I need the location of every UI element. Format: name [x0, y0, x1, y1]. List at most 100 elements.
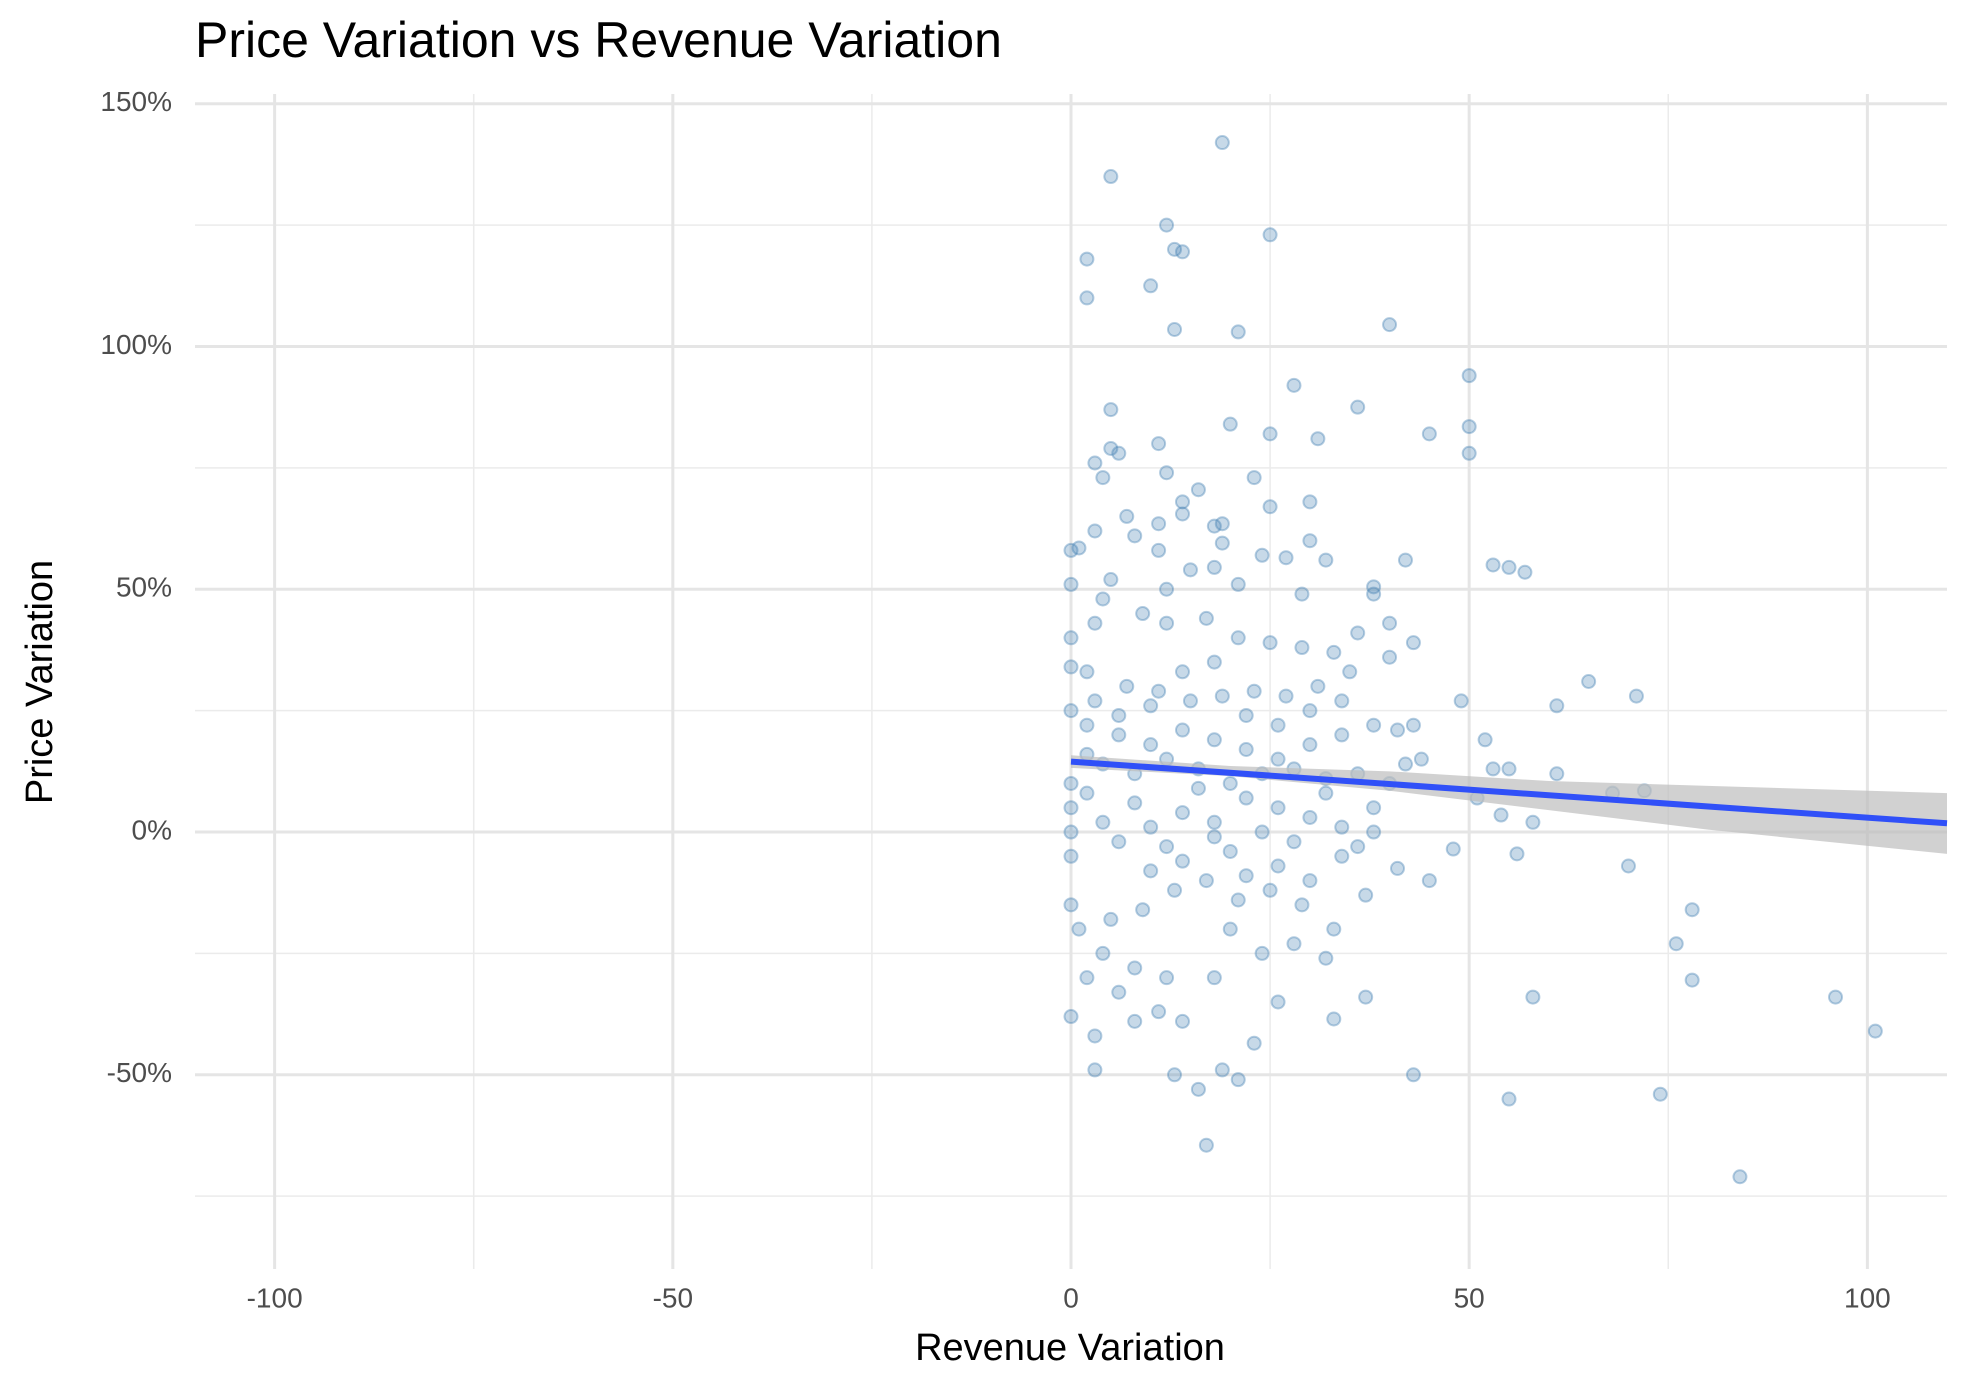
point: [1182, 693, 1198, 709]
point: [1222, 416, 1238, 432]
point: [1103, 169, 1119, 185]
point: [1334, 848, 1350, 864]
point: [1206, 970, 1222, 986]
point: [1087, 1028, 1103, 1044]
point: [1238, 790, 1254, 806]
point: [1549, 698, 1565, 714]
point: [1111, 707, 1127, 723]
point: [1421, 873, 1437, 889]
point: [1063, 897, 1079, 913]
point: [1302, 809, 1318, 825]
point: [1174, 805, 1190, 821]
point: [1445, 841, 1461, 857]
point: [1143, 737, 1159, 753]
point: [1063, 659, 1079, 675]
point: [1501, 761, 1517, 777]
point: [1620, 858, 1636, 874]
point: [1517, 564, 1533, 580]
y-tick-label: -50%: [107, 1057, 172, 1088]
point: [1063, 542, 1079, 558]
point: [1174, 853, 1190, 869]
point: [1461, 419, 1477, 435]
point: [1079, 290, 1095, 306]
y-tick-label: 50%: [116, 572, 172, 603]
point: [1063, 576, 1079, 592]
point: [1254, 824, 1270, 840]
point: [1182, 562, 1198, 578]
point: [1174, 664, 1190, 680]
point: [1079, 664, 1095, 680]
point: [1151, 542, 1167, 558]
point: [1366, 579, 1382, 595]
point: [1206, 518, 1222, 534]
y-tick-label: 0%: [132, 814, 172, 845]
point: [1732, 1169, 1748, 1185]
point: [1262, 635, 1278, 651]
point: [1628, 688, 1644, 704]
point: [1549, 766, 1565, 782]
point: [1493, 807, 1509, 823]
point: [1366, 717, 1382, 733]
point: [1405, 635, 1421, 651]
point: [1159, 970, 1175, 986]
point: [1405, 717, 1421, 733]
point: [1230, 630, 1246, 646]
point: [1071, 540, 1087, 556]
chart-title: Price Variation vs Revenue Variation: [195, 12, 1002, 68]
point: [1581, 674, 1597, 689]
point: [1294, 640, 1310, 656]
point: [1525, 814, 1541, 830]
point: [1230, 1072, 1246, 1088]
point: [1286, 834, 1302, 850]
point: [1206, 814, 1222, 830]
point: [1103, 402, 1119, 418]
point: [1127, 960, 1143, 976]
point: [1254, 945, 1270, 961]
point: [1318, 552, 1334, 568]
point: [1501, 559, 1517, 575]
point: [1477, 732, 1493, 748]
point: [1127, 528, 1143, 544]
point: [1214, 1062, 1230, 1078]
point: [1119, 508, 1135, 524]
point: [1334, 693, 1350, 709]
point: [1684, 972, 1700, 988]
point: [1318, 785, 1334, 801]
point: [1286, 936, 1302, 952]
point: [1238, 741, 1254, 757]
point: [1063, 824, 1079, 840]
point: [1063, 1009, 1079, 1025]
point: [1135, 606, 1151, 622]
point: [1358, 887, 1374, 903]
point: [1350, 839, 1366, 855]
point: [1143, 863, 1159, 879]
point: [1326, 1011, 1342, 1027]
point: [1405, 1067, 1421, 1083]
point: [1421, 426, 1437, 442]
point: [1294, 897, 1310, 913]
x-tick-label: 50: [1454, 1282, 1485, 1313]
point: [1238, 868, 1254, 884]
point: [1310, 678, 1326, 694]
point: [1230, 324, 1246, 340]
point: [1174, 722, 1190, 738]
point: [1294, 586, 1310, 602]
point: [1087, 693, 1103, 709]
point: [1159, 581, 1175, 597]
point: [1326, 644, 1342, 660]
point: [1222, 843, 1238, 859]
point: [1174, 1013, 1190, 1029]
point: [1302, 494, 1318, 510]
point: [1206, 559, 1222, 575]
point: [1119, 678, 1135, 694]
point: [1151, 436, 1167, 452]
point: [1509, 846, 1525, 862]
point: [1111, 984, 1127, 1000]
point: [1206, 654, 1222, 670]
y-tick-label: 150%: [100, 86, 172, 117]
point: [1254, 547, 1270, 563]
point: [1302, 737, 1318, 753]
point: [1079, 251, 1095, 267]
point: [1167, 241, 1183, 257]
point: [1063, 630, 1079, 646]
